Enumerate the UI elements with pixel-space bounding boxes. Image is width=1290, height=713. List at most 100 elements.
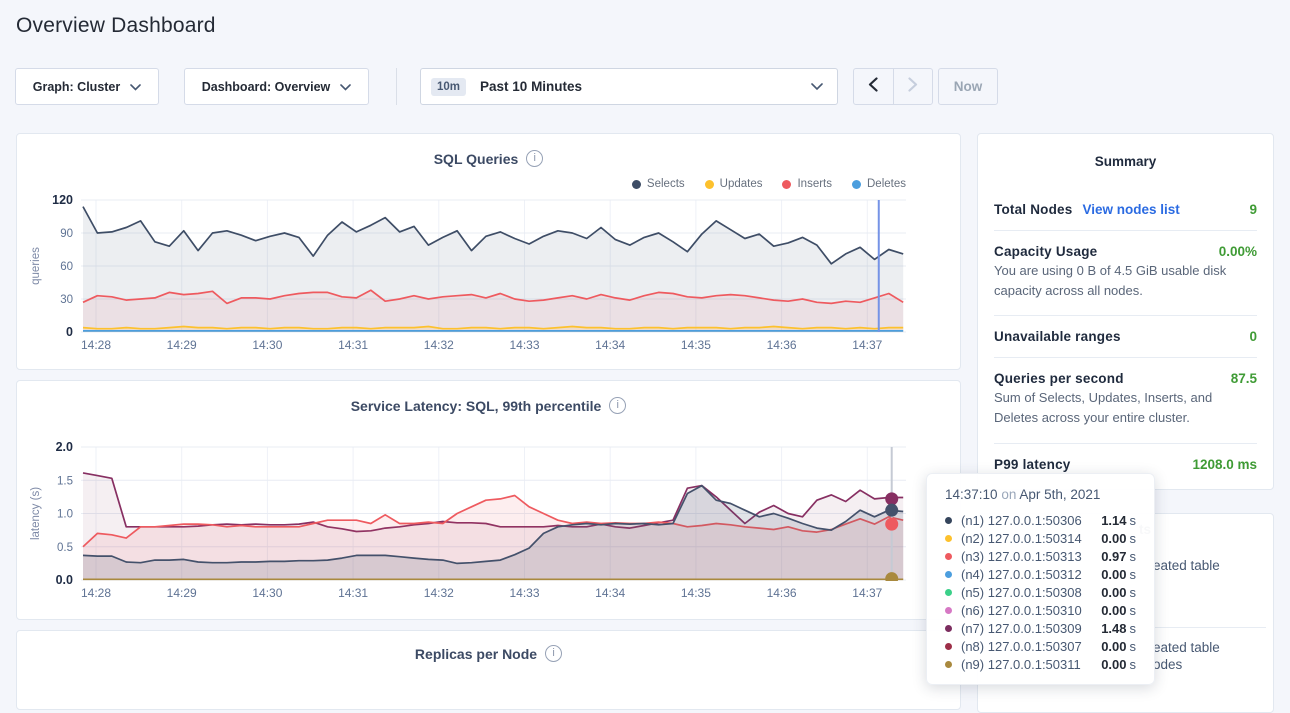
dashboard-dropdown-label: Dashboard: Overview	[201, 79, 331, 94]
x-tick-label: 14:33	[509, 338, 539, 352]
x-tick-label: 14:29	[167, 338, 197, 352]
summary-panel: Summary Total Nodes View nodes list 9 Ca…	[977, 133, 1274, 490]
capacity-usage-desc: You are using 0 B of 4.5 GiB usable disk…	[994, 263, 1227, 299]
capacity-usage-row: Capacity Usage 0.00% You are using 0 B o…	[994, 230, 1257, 315]
y-tick-label: 0	[66, 325, 73, 339]
node-address: (n8) 127.0.0.1:50307	[961, 638, 1082, 654]
service-latency-panel: Service Latency: SQL, 99th percentile i …	[16, 380, 961, 620]
unavailable-ranges-label: Unavailable ranges	[994, 329, 1121, 345]
unavailable-ranges-value: 0	[1249, 329, 1257, 345]
node-latency-value: 0.00	[1101, 530, 1127, 546]
legend-dot	[631, 179, 641, 189]
node-latency-unit: s	[1129, 566, 1137, 582]
legend-dot	[782, 179, 792, 189]
capacity-usage-label: Capacity Usage	[994, 244, 1098, 259]
chevron-right-icon	[908, 76, 918, 97]
legend-item-updates[interactable]: Updates	[704, 178, 762, 190]
sql-queries-panel: SQL Queries i Selects Updates Inserts Delet…	[16, 133, 961, 370]
hover-point-dot	[885, 517, 899, 531]
graph-dropdown[interactable]: Graph: Cluster	[15, 68, 159, 105]
x-tick-label: 14:31	[338, 586, 368, 600]
queries-per-second-row: Queries per second 87.5 Sum of Selects, …	[994, 357, 1257, 442]
y-tick-label: 90	[60, 228, 73, 240]
x-tick-label: 14:33	[509, 586, 539, 600]
tooltip-node-row: (n6) 127.0.0.1:50310 0.00 s	[945, 601, 1136, 619]
node-latency-unit: s	[1129, 548, 1137, 564]
event-row-fragment: odes	[1153, 657, 1183, 672]
x-tick-label: 14:30	[252, 586, 282, 600]
x-tick-label: 14:36	[767, 586, 797, 600]
p99-latency-value: 1208.0 ms	[1192, 456, 1257, 472]
dashboard-dropdown[interactable]: Dashboard: Overview	[184, 68, 369, 105]
y-tick-label: 120	[52, 193, 73, 207]
now-button[interactable]: Now	[938, 68, 998, 105]
info-icon[interactable]: i	[526, 150, 544, 167]
replicas-per-node-panel: Replicas per Node i	[16, 630, 961, 710]
node-color-dot	[945, 534, 952, 542]
legend-item-selects[interactable]: Selects	[631, 178, 685, 190]
node-latency-unit: s	[1129, 656, 1137, 672]
tooltip-node-row: (n5) 127.0.0.1:50308 0.00 s	[945, 583, 1136, 601]
time-step-buttons	[853, 68, 933, 105]
time-range-picker[interactable]: 10m Past 10 Minutes	[420, 68, 838, 105]
summary-heading: Summary	[1094, 154, 1157, 169]
tooltip-date: Apr 5th, 2021	[1019, 487, 1101, 502]
node-color-dot	[945, 552, 952, 560]
node-latency-unit: s	[1129, 638, 1137, 654]
x-tick-label: 14:32	[424, 338, 454, 352]
info-icon[interactable]: i	[545, 645, 563, 662]
service-latency-title: Service Latency: SQL, 99th percentile	[350, 397, 602, 414]
tooltip-timestamp: 14:37:10 on Apr 5th, 2021	[945, 487, 1136, 502]
node-color-dot	[945, 642, 952, 650]
x-tick-label: 14:30	[252, 338, 282, 352]
chevron-down-icon	[340, 80, 352, 94]
node-latency-value: 0.97	[1101, 548, 1127, 564]
legend-label: Inserts	[797, 178, 832, 190]
x-tick-label: 14:34	[595, 586, 625, 600]
x-tick-label: 14:37	[852, 586, 882, 600]
x-tick-label: 14:28	[81, 586, 111, 600]
x-tick-label: 14:35	[681, 338, 711, 352]
legend-item-deletes[interactable]: Deletes	[852, 178, 906, 190]
tooltip-node-row: (n1) 127.0.0.1:50306 1.14 s	[945, 511, 1136, 529]
node-latency-unit: s	[1129, 620, 1137, 636]
tooltip-node-row: (n3) 127.0.0.1:50313 0.97 s	[945, 547, 1136, 565]
sql-queries-title: SQL Queries	[433, 150, 519, 167]
y-axis-label: queries	[30, 247, 42, 285]
toolbar-divider	[396, 68, 397, 105]
next-range-button[interactable]	[892, 69, 933, 104]
prev-range-button[interactable]	[854, 69, 893, 104]
series-line	[82, 289, 904, 305]
chart-hover-tooltip: 14:37:10 on Apr 5th, 2021 (n1) 127.0.0.1…	[926, 473, 1155, 685]
hover-point-dot	[885, 492, 899, 506]
queries-per-second-label: Queries per second	[994, 371, 1124, 387]
node-latency-unit: s	[1129, 602, 1137, 618]
time-range-badge: 10m	[431, 77, 467, 96]
node-latency-unit: s	[1129, 530, 1137, 546]
series-area	[83, 495, 904, 580]
p99-latency-row: P99 latency 1208.0 ms	[994, 442, 1257, 485]
y-axis-label: latency (s)	[30, 487, 42, 540]
time-range-label: Past 10 Minutes	[480, 79, 583, 94]
view-nodes-list-link[interactable]: View nodes list	[1082, 202, 1180, 217]
legend-item-inserts[interactable]: Inserts	[782, 178, 832, 190]
tooltip-node-row: (n2) 127.0.0.1:50314 0.00 s	[945, 529, 1136, 547]
series-line	[82, 472, 904, 533]
tooltip-node-row: (n8) 127.0.0.1:50307 0.00 s	[945, 637, 1136, 655]
chevron-down-icon	[130, 80, 142, 94]
node-color-dot	[945, 516, 952, 524]
chevron-down-icon	[811, 78, 823, 96]
legend-label: Deletes	[867, 178, 906, 190]
series-line	[82, 494, 904, 548]
total-nodes-value: 9	[1249, 202, 1257, 217]
node-latency-value: 0.00	[1101, 584, 1127, 600]
node-color-dot	[945, 570, 952, 578]
series-area	[83, 485, 904, 580]
node-color-dot	[945, 660, 952, 668]
x-tick-label: 14:31	[338, 338, 368, 352]
info-icon[interactable]: i	[609, 397, 627, 414]
tooltip-node-row: (n4) 127.0.0.1:50312 0.00 s	[945, 565, 1136, 583]
node-address: (n4) 127.0.0.1:50312	[961, 566, 1082, 582]
replicas-title-row: Replicas per Node i	[17, 645, 960, 662]
tooltip-node-row: (n7) 127.0.0.1:50309 1.48 s	[945, 619, 1136, 637]
